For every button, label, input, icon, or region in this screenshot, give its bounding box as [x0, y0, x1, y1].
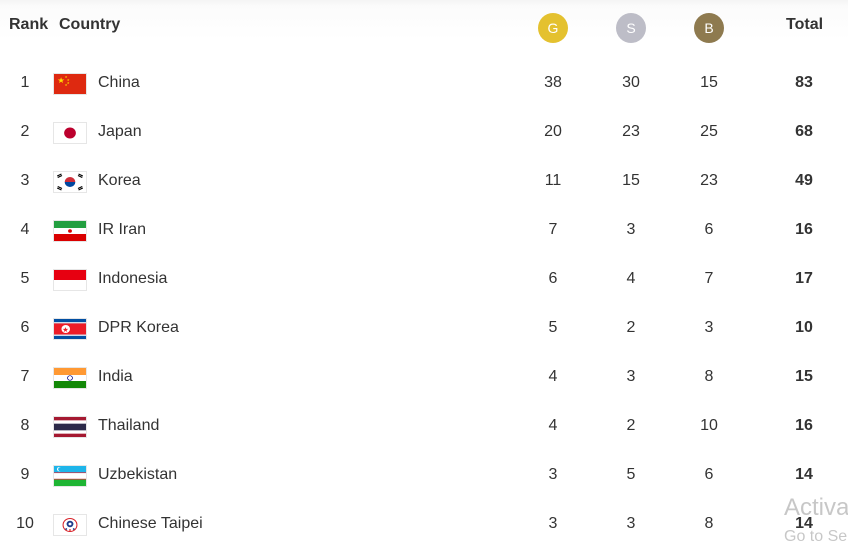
silver-count: 5: [626, 466, 636, 483]
country-name[interactable]: Thailand: [98, 417, 160, 434]
gold-count: 20: [544, 123, 562, 140]
svg-text:★: ★: [65, 83, 68, 87]
bronze-count: 15: [700, 74, 718, 91]
bronze-count: 6: [704, 221, 714, 238]
table-row[interactable]: 9 Uzbekistan 3 5 6 14: [0, 451, 848, 500]
country-name[interactable]: Japan: [98, 123, 142, 140]
svg-text:★: ★: [65, 75, 68, 79]
country-name[interactable]: India: [98, 368, 133, 385]
table-row[interactable]: 10 Chinese Taipei 3 3 8 14: [0, 500, 848, 544]
silver-medal-icon: S: [616, 13, 646, 43]
bronze-medal-icon: B: [694, 13, 724, 43]
india-flag-icon: [53, 367, 87, 389]
bronze-count: 3: [704, 319, 714, 336]
table-row[interactable]: 2 Japan 20 23 25 68: [0, 108, 848, 157]
dpr-korea-flag-icon: ★: [53, 318, 87, 340]
rank-cell: 5: [20, 270, 30, 287]
country-name[interactable]: IR Iran: [98, 221, 147, 238]
silver-count: 3: [626, 221, 636, 238]
silver-count: 30: [622, 74, 640, 91]
activation-watermark: Activa: [784, 494, 848, 521]
svg-text:★: ★: [67, 81, 70, 85]
japan-flag-icon: [53, 122, 87, 144]
total-count: 17: [795, 270, 813, 287]
table-row[interactable]: 5 Indonesia 6 4 7 17: [0, 255, 848, 304]
china-flag-icon: ★ ★ ★ ★ ★: [53, 73, 87, 95]
bronze-count: 23: [700, 172, 718, 189]
uzbekistan-flag-icon: [53, 465, 87, 487]
total-count: 16: [795, 417, 813, 434]
rank-cell: 7: [20, 368, 30, 385]
country-name[interactable]: Indonesia: [98, 270, 168, 287]
header-total: Total: [786, 16, 824, 33]
table-row[interactable]: 8 Thailand 4 2 10 16: [0, 402, 848, 451]
svg-text:★: ★: [62, 325, 69, 334]
bronze-count: 10: [700, 417, 718, 434]
gold-count: 38: [544, 74, 562, 91]
table-row[interactable]: 1 ★ ★ ★ ★ ★ China 38 30 15 83: [0, 59, 848, 108]
bronze-count: 25: [700, 123, 718, 140]
total-count: 15: [795, 368, 813, 385]
rank-cell: 9: [20, 466, 30, 483]
total-count: 10: [795, 319, 813, 336]
gold-count: 6: [548, 270, 558, 287]
rank-cell: 2: [20, 123, 30, 140]
silver-count: 23: [622, 123, 640, 140]
country-name[interactable]: China: [98, 74, 140, 91]
indonesia-flag-icon: [53, 269, 87, 291]
gold-count: 5: [548, 319, 558, 336]
silver-count: 2: [626, 319, 636, 336]
rank-cell: 10: [16, 515, 34, 532]
gold-count: 11: [544, 172, 562, 189]
table-row[interactable]: 4 IR Iran 7 3 6 16: [0, 206, 848, 255]
country-name[interactable]: Chinese Taipei: [98, 515, 203, 532]
gold-count: 3: [548, 466, 558, 483]
table-row[interactable]: 3 Korea 11 15 23 49: [0, 157, 848, 206]
total-count: 83: [795, 74, 813, 91]
silver-count: 4: [626, 270, 636, 287]
gold-medal-icon: G: [538, 13, 568, 43]
rank-cell: 3: [20, 172, 30, 189]
chinese-taipei-flag-icon: [53, 514, 87, 536]
total-count: 14: [795, 466, 813, 483]
korea-flag-icon: [53, 171, 87, 193]
activation-watermark-subtext: Go to Se: [784, 528, 848, 544]
gold-count: 3: [548, 515, 558, 532]
bronze-count: 6: [704, 466, 714, 483]
total-count: 49: [795, 172, 813, 189]
bronze-count: 8: [704, 515, 714, 532]
svg-text:★: ★: [57, 75, 65, 85]
silver-count: 3: [626, 515, 636, 532]
gold-count: 4: [548, 417, 558, 434]
silver-count: 15: [622, 172, 640, 189]
country-name[interactable]: Korea: [98, 172, 141, 189]
silver-count: 3: [626, 368, 636, 385]
country-name[interactable]: DPR Korea: [98, 319, 179, 336]
rank-cell: 6: [20, 319, 30, 336]
gold-count: 4: [548, 368, 558, 385]
header-rank: Rank: [9, 16, 49, 33]
thailand-flag-icon: [53, 416, 87, 438]
rank-cell: 4: [20, 221, 30, 238]
bronze-count: 8: [704, 368, 714, 385]
silver-count: 2: [626, 417, 636, 434]
bronze-count: 7: [704, 270, 714, 287]
gold-count: 7: [548, 221, 558, 238]
iran-flag-icon: [53, 220, 87, 242]
total-count: 68: [795, 123, 813, 140]
table-header: Rank Country G S B Total: [0, 0, 848, 52]
total-count: 14: [795, 515, 813, 532]
svg-text:★: ★: [67, 78, 70, 82]
total-count: 16: [795, 221, 813, 238]
rank-cell: 8: [20, 417, 30, 434]
country-name[interactable]: Uzbekistan: [98, 466, 178, 483]
table-row[interactable]: 7 India 4 3 8 15: [0, 353, 848, 402]
rank-cell: 1: [20, 74, 30, 91]
header-country: Country: [59, 16, 121, 33]
table-row[interactable]: 6 ★ DPR Korea 5 2 3 10: [0, 304, 848, 353]
